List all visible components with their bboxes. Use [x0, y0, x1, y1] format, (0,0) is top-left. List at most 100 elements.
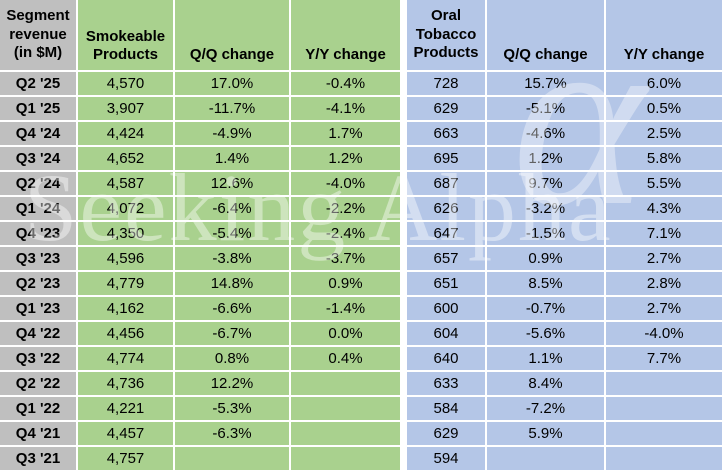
- column-header-oral-tobacco-products: Oral Tobacco Products: [407, 0, 485, 70]
- oral-yy-change-value: 7.1%: [606, 222, 722, 245]
- oral-yy-change-value: 4.3%: [606, 197, 722, 220]
- oral-qq-change-value: -5.6%: [487, 322, 604, 345]
- smokeable-qq-change-value: [175, 447, 289, 470]
- column-header-smokeable-products: Smokeable Products: [78, 0, 173, 70]
- segment-divider: [402, 422, 405, 445]
- segment-divider: [402, 147, 405, 170]
- smokeable-yy-change-value: [291, 447, 400, 470]
- segment-divider: [402, 372, 405, 395]
- smokeable-revenue-value: 3,907: [78, 97, 173, 120]
- oral-revenue-value: 651: [407, 272, 485, 295]
- segment-divider: [402, 397, 405, 420]
- segment-divider: [402, 0, 405, 70]
- column-header-oral-yy-change: Y/Y change: [606, 0, 722, 70]
- row-quarter-label: Q3 '24: [0, 147, 76, 170]
- oral-qq-change-value: -3.2%: [487, 197, 604, 220]
- oral-qq-change-value: -7.2%: [487, 397, 604, 420]
- oral-yy-change-value: 0.5%: [606, 97, 722, 120]
- oral-qq-change-value: -4.6%: [487, 122, 604, 145]
- smokeable-yy-change-value: [291, 372, 400, 395]
- oral-yy-change-value: [606, 447, 722, 470]
- segment-divider: [402, 122, 405, 145]
- smokeable-qq-change-value: 1.4%: [175, 147, 289, 170]
- smokeable-yy-change-value: 1.7%: [291, 122, 400, 145]
- oral-yy-change-value: [606, 397, 722, 420]
- smokeable-revenue-value: 4,424: [78, 122, 173, 145]
- oral-qq-change-value: 1.1%: [487, 347, 604, 370]
- oral-revenue-value: 640: [407, 347, 485, 370]
- oral-yy-change-value: [606, 422, 722, 445]
- smokeable-revenue-value: 4,162: [78, 297, 173, 320]
- smokeable-yy-change-value: -4.0%: [291, 172, 400, 195]
- oral-revenue-value: 633: [407, 372, 485, 395]
- smokeable-revenue-value: 4,072: [78, 197, 173, 220]
- oral-revenue-value: 728: [407, 72, 485, 95]
- column-header-smokeable-qq-change: Q/Q change: [175, 0, 289, 70]
- smokeable-revenue-value: 4,736: [78, 372, 173, 395]
- segment-divider: [402, 72, 405, 95]
- smokeable-qq-change-value: -11.7%: [175, 97, 289, 120]
- oral-qq-change-value: -1.5%: [487, 222, 604, 245]
- smokeable-revenue-value: 4,457: [78, 422, 173, 445]
- smokeable-qq-change-value: -6.4%: [175, 197, 289, 220]
- oral-revenue-value: 600: [407, 297, 485, 320]
- oral-yy-change-value: 2.8%: [606, 272, 722, 295]
- smokeable-yy-change-value: -1.4%: [291, 297, 400, 320]
- smokeable-yy-change-value: -2.2%: [291, 197, 400, 220]
- oral-qq-change-value: [487, 447, 604, 470]
- oral-qq-change-value: 9.7%: [487, 172, 604, 195]
- row-quarter-label: Q4 '24: [0, 122, 76, 145]
- oral-qq-change-value: 8.4%: [487, 372, 604, 395]
- segment-divider: [402, 297, 405, 320]
- row-quarter-label: Q1 '22: [0, 397, 76, 420]
- oral-revenue-value: 626: [407, 197, 485, 220]
- smokeable-yy-change-value: -4.1%: [291, 97, 400, 120]
- oral-yy-change-value: 5.5%: [606, 172, 722, 195]
- smokeable-yy-change-value: -3.7%: [291, 247, 400, 270]
- smokeable-qq-change-value: 12.6%: [175, 172, 289, 195]
- oral-yy-change-value: 6.0%: [606, 72, 722, 95]
- smokeable-yy-change-value: 1.2%: [291, 147, 400, 170]
- oral-qq-change-value: 1.2%: [487, 147, 604, 170]
- segment-divider: [402, 172, 405, 195]
- oral-revenue-value: 629: [407, 422, 485, 445]
- segment-divider: [402, 222, 405, 245]
- smokeable-yy-change-value: 0.0%: [291, 322, 400, 345]
- oral-revenue-value: 604: [407, 322, 485, 345]
- smokeable-revenue-value: 4,596: [78, 247, 173, 270]
- row-quarter-label: Q2 '22: [0, 372, 76, 395]
- smokeable-qq-change-value: -6.6%: [175, 297, 289, 320]
- row-quarter-label: Q3 '21: [0, 447, 76, 470]
- smokeable-revenue-value: 4,779: [78, 272, 173, 295]
- segment-divider: [402, 272, 405, 295]
- smokeable-yy-change-value: 0.4%: [291, 347, 400, 370]
- segment-divider: [402, 247, 405, 270]
- smokeable-revenue-value: 4,587: [78, 172, 173, 195]
- smokeable-revenue-value: 4,221: [78, 397, 173, 420]
- column-header-oral-qq-change: Q/Q change: [487, 0, 604, 70]
- corner-header-segment-revenue: Segment revenue (in $M): [0, 0, 76, 70]
- oral-revenue-value: 695: [407, 147, 485, 170]
- oral-yy-change-value: [606, 372, 722, 395]
- smokeable-revenue-value: 4,570: [78, 72, 173, 95]
- oral-revenue-value: 647: [407, 222, 485, 245]
- row-quarter-label: Q4 '22: [0, 322, 76, 345]
- row-quarter-label: Q4 '23: [0, 222, 76, 245]
- smokeable-qq-change-value: -6.7%: [175, 322, 289, 345]
- oral-revenue-value: 594: [407, 447, 485, 470]
- smokeable-qq-change-value: -4.9%: [175, 122, 289, 145]
- oral-qq-change-value: 8.5%: [487, 272, 604, 295]
- oral-qq-change-value: -0.7%: [487, 297, 604, 320]
- smokeable-yy-change-value: 0.9%: [291, 272, 400, 295]
- oral-qq-change-value: 0.9%: [487, 247, 604, 270]
- smokeable-revenue-value: 4,350: [78, 222, 173, 245]
- segment-divider: [402, 97, 405, 120]
- smokeable-qq-change-value: -5.3%: [175, 397, 289, 420]
- smokeable-revenue-value: 4,456: [78, 322, 173, 345]
- smokeable-revenue-value: 4,774: [78, 347, 173, 370]
- smokeable-qq-change-value: -3.8%: [175, 247, 289, 270]
- oral-revenue-value: 629: [407, 97, 485, 120]
- smokeable-revenue-value: 4,757: [78, 447, 173, 470]
- row-quarter-label: Q1 '23: [0, 297, 76, 320]
